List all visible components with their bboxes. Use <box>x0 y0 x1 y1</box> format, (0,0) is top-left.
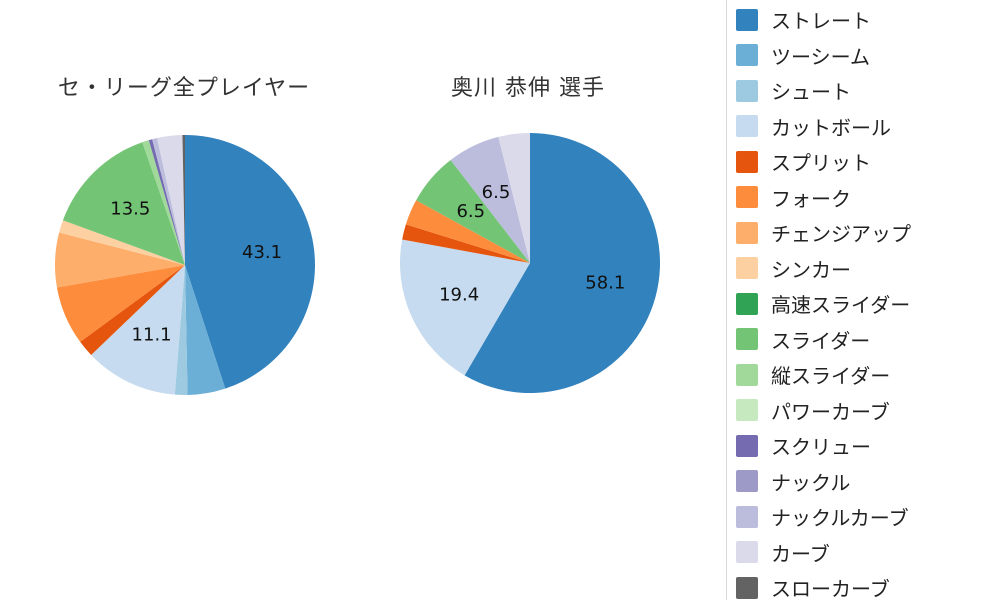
legend-swatch-icon <box>736 505 758 528</box>
pie-slice <box>174 265 188 395</box>
pie-value-label: 58.1 <box>585 272 625 293</box>
legend-item: 高速スライダー <box>736 286 1000 322</box>
legend-label: カットボール <box>771 115 891 140</box>
legend-item: シュート <box>736 73 1000 109</box>
legend-swatch-icon <box>736 292 758 315</box>
pie-slice <box>464 133 661 393</box>
pie-value-label: 6.5 <box>482 182 511 203</box>
pie-value-label: 13.5 <box>110 198 150 219</box>
pie-slice <box>450 136 530 263</box>
chart-title-league: セ・リーグ全プレイヤー <box>57 76 311 101</box>
legend-label: シュート <box>771 80 851 105</box>
legend-swatch-icon <box>736 186 758 209</box>
legend-swatch-icon <box>736 541 758 564</box>
pie-slice <box>59 220 185 265</box>
pie-slice <box>498 133 530 263</box>
legend-label: チェンジアップ <box>771 222 911 247</box>
legend-swatch-icon <box>736 576 758 599</box>
pie-slice <box>54 232 185 288</box>
legend-label: 縦スライダー <box>771 364 891 389</box>
pie-chart-league: 43.1 11.1 13.5 <box>54 135 315 395</box>
legend-item: パワーカーブ <box>736 393 1000 429</box>
pie-slice <box>80 265 185 355</box>
legend-label: フォーク <box>771 186 851 211</box>
pie-slice <box>152 138 185 265</box>
legend-item: ナックルカーブ <box>736 499 1000 535</box>
legend-item: 縦スライダー <box>736 357 1000 393</box>
legend-swatch-icon <box>736 434 758 457</box>
legend-item: スライダー <box>736 322 1000 358</box>
legend-item: スローカーブ <box>736 570 1000 600</box>
legend-item: スプリット <box>736 144 1000 180</box>
pie-slice <box>185 265 226 395</box>
pie-slice <box>62 142 185 265</box>
legend-swatch-icon <box>736 399 758 422</box>
chart-title-player: 奥川 恭伸 選手 <box>451 76 605 101</box>
pie-slice <box>157 135 185 265</box>
legend-label: ストレート <box>771 9 871 34</box>
legend-label: カーブ <box>771 541 830 566</box>
pie-slice <box>142 140 185 265</box>
pitch-type-legend: ストレートツーシームシュートカットボール スプリットフォークチェンジアップ シンカー… <box>726 0 1000 600</box>
legend-label: スクリュー <box>771 435 871 460</box>
legend-label: スローカーブ <box>771 577 890 600</box>
legend-label: ナックルカーブ <box>771 506 909 531</box>
pie-slice <box>402 224 530 263</box>
legend-item: カーブ <box>736 535 1000 571</box>
pie-slice <box>91 265 185 395</box>
pie-slice <box>400 239 530 376</box>
legend-swatch-icon <box>736 115 758 138</box>
pie-value-label: 19.4 <box>439 285 479 306</box>
legend-swatch-icon <box>736 328 758 351</box>
legend-swatch-icon <box>736 79 758 102</box>
pie-value-label: 11.1 <box>132 324 172 345</box>
legend-item: ツーシーム <box>736 38 1000 74</box>
legend-label: スライダー <box>771 328 871 353</box>
legend-label: ナックル <box>771 470 851 495</box>
legend-swatch-icon <box>736 150 758 173</box>
legend-swatch-icon <box>736 8 758 31</box>
pie-chart-player: 58.1 19.4 6.56.5 <box>400 133 661 393</box>
legend-item: フォーク <box>736 180 1000 216</box>
pie-slice <box>405 200 530 263</box>
legend-label: ツーシーム <box>771 44 870 69</box>
pie-value-label: 43.1 <box>242 242 282 263</box>
legend-item: ストレート <box>736 2 1000 38</box>
legend-item: シンカー <box>736 251 1000 287</box>
legend-label: シンカー <box>771 257 851 282</box>
legend-item: スクリュー <box>736 428 1000 464</box>
legend-label: パワーカーブ <box>771 399 890 424</box>
legend-label: 高速スライダー <box>771 293 911 318</box>
legend-swatch-icon <box>736 470 758 493</box>
pie-slice <box>56 265 186 342</box>
legend-swatch-icon <box>736 221 758 244</box>
pie-value-label: 6.5 <box>456 201 485 222</box>
pie-slice <box>148 139 185 265</box>
pie-slice <box>416 160 530 263</box>
pie-slice <box>185 135 315 389</box>
legend-swatch-icon <box>736 44 758 67</box>
legend-item: カットボール <box>736 109 1000 145</box>
legend-item: チェンジアップ <box>736 215 1000 251</box>
legend-swatch-icon <box>736 363 758 386</box>
pie-slice <box>182 135 185 265</box>
legend-label: スプリット <box>771 151 871 176</box>
legend-item: ナックル <box>736 464 1000 500</box>
legend-swatch-icon <box>736 257 758 280</box>
